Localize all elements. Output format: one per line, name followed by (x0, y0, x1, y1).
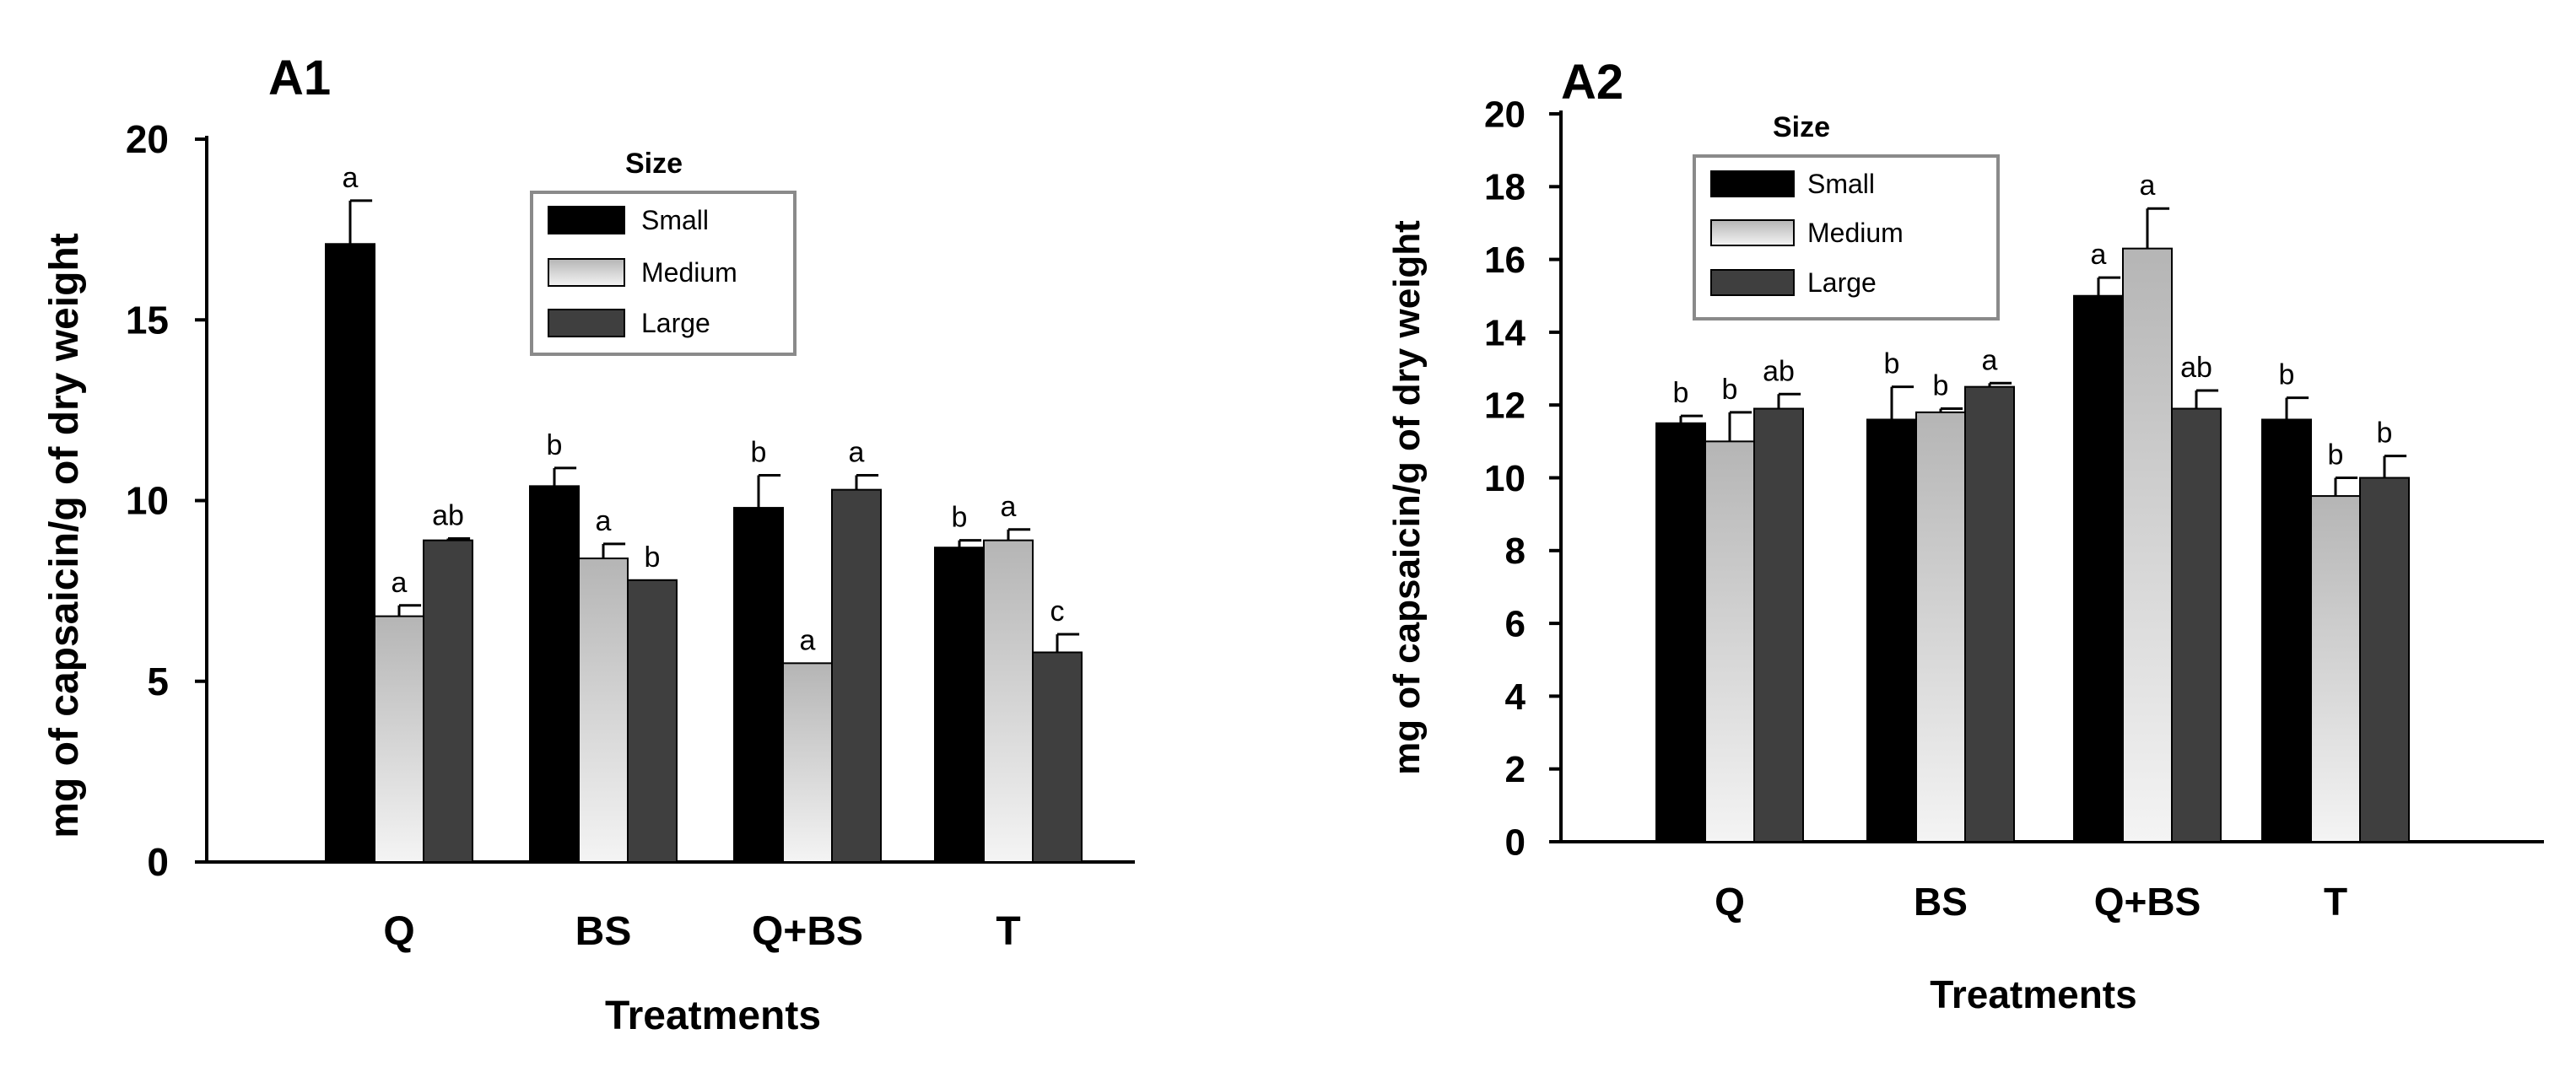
legend-swatch-medium (548, 258, 625, 287)
y-tick-label: 5 (147, 660, 169, 703)
y-tick-label: 6 (1505, 604, 1526, 645)
bar-small-bs (529, 485, 580, 863)
significance-label: b (1884, 348, 1900, 380)
significance-label: ab (432, 499, 464, 531)
significance-label: a (2091, 239, 2107, 271)
legend-label-medium: Medium (1807, 218, 1904, 248)
bar-medium-t (2310, 495, 2361, 843)
y-axis-title: mg of capsaicin/g of dry weight (42, 233, 87, 838)
legend-swatch-large (1710, 269, 1795, 296)
x-tick-label: Q+BS (752, 909, 863, 954)
legend-swatch-small (1710, 170, 1795, 197)
significance-label: a (1001, 491, 1017, 523)
bar-large-bs (627, 579, 678, 864)
bar-medium-t (983, 539, 1034, 863)
significance-label: b (1933, 370, 1949, 402)
legend-label-medium: Medium (641, 257, 737, 288)
legend: Size Small Medium Large (530, 148, 797, 356)
y-tick-label: 10 (126, 479, 169, 523)
significance-label: ab (2180, 352, 2212, 384)
significance-label: b (1673, 377, 1689, 409)
x-axis-title: Treatments (605, 994, 821, 1038)
y-tick-label: 0 (147, 840, 169, 884)
bar-medium-q (1704, 440, 1755, 843)
y-axis-title: mg of capsaicin/g of dry weight (1386, 220, 1428, 775)
bar-small-t (934, 547, 985, 864)
panel-label: A2 (1561, 55, 1623, 110)
x-tick-label: T (996, 909, 1020, 954)
significance-label: ab (1763, 355, 1795, 387)
significance-label: a (2140, 170, 2156, 202)
significance-label: c (1050, 595, 1065, 628)
significance-label: a (1982, 344, 1998, 376)
legend-swatch-medium (1710, 219, 1795, 246)
bar-large-q-bs (831, 488, 882, 864)
chart-panel-a2: A2 0 2 4 6 8 10 12 14 16 18 20 mg of capsaicin/g of … (1386, 55, 2544, 1016)
y-tick-label: 20 (1484, 94, 1526, 135)
panel-label: A1 (268, 51, 331, 105)
significance-label: b (751, 437, 767, 469)
x-tick-label: T (2324, 880, 2347, 924)
bar-large-t (1032, 651, 1083, 863)
significance-label: b (547, 429, 563, 461)
significance-label: b (645, 541, 661, 574)
y-tick-label: 18 (1484, 167, 1526, 208)
x-tick-label: Q (383, 909, 414, 954)
bar-large-q-bs (2171, 407, 2222, 843)
bar-small-q-bs (2073, 294, 2124, 843)
bar-small-q (325, 243, 375, 863)
y-tick-label: 0 (1505, 822, 1526, 863)
bar-medium-q (374, 615, 424, 863)
x-tick-label: Q (1715, 880, 1745, 924)
y-tick-label: 14 (1484, 312, 1526, 353)
legend-swatch-large (548, 309, 625, 337)
bar-small-t (2261, 418, 2312, 843)
bar-large-bs (1964, 385, 2015, 843)
significance-label: b (2279, 359, 2295, 391)
significance-label: b (2328, 439, 2344, 471)
bar-large-t (2359, 477, 2410, 843)
y-tick-label: 8 (1505, 531, 1526, 572)
y-tick-label: 16 (1484, 240, 1526, 281)
bar-small-bs (1866, 418, 1917, 843)
significance-label: a (596, 505, 612, 537)
y-tick-label: 10 (1484, 458, 1526, 499)
y-tick-label: 12 (1484, 385, 1526, 427)
significance-label: b (1722, 374, 1738, 406)
significance-label: b (952, 502, 968, 534)
y-tick-label: 15 (126, 298, 169, 342)
bar-large-q (1753, 407, 1804, 843)
x-tick-label: BS (1914, 880, 1968, 924)
x-tick-label: BS (575, 909, 632, 954)
significance-label: a (392, 567, 408, 599)
significance-label: a (800, 624, 816, 656)
legend-swatch-small (548, 206, 625, 234)
legend-label-large: Large (641, 308, 710, 338)
y-tick-label: 2 (1505, 749, 1526, 790)
significance-label: a (343, 162, 359, 194)
chart-panel-a1: A1 0 5 10 15 20 mg of capsaicin/g of dry weigh… (42, 51, 1135, 1038)
legend-label-small: Small (641, 205, 709, 235)
legend-label-large: Large (1807, 267, 1877, 298)
bar-medium-q-bs (782, 662, 833, 864)
significance-label: b (2377, 417, 2393, 450)
bar-large-q (423, 539, 473, 863)
bar-medium-bs (578, 558, 629, 863)
bar-medium-bs (1915, 411, 1966, 843)
bar-small-q-bs (733, 507, 784, 863)
legend-label-small: Small (1807, 169, 1875, 199)
x-tick-label: Q+BS (2094, 880, 2201, 924)
significance-label: a (849, 437, 865, 469)
legend: Size Small Medium Large (1693, 111, 2000, 321)
legend-title: Size (1773, 111, 1830, 143)
bar-small-q (1655, 422, 1706, 843)
bar-medium-q-bs (2122, 247, 2173, 843)
y-tick-label: 20 (126, 117, 169, 161)
y-tick-label: 4 (1505, 676, 1526, 718)
x-axis-title: Treatments (1930, 972, 2136, 1016)
legend-title: Size (625, 148, 683, 180)
